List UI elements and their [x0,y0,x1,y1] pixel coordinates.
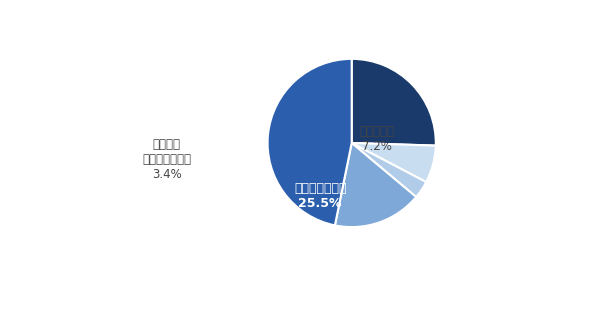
Text: あまり
高まっていない
17.1%: あまり 高まっていない 17.1% [191,216,240,259]
Wedge shape [352,143,436,182]
Wedge shape [352,143,426,197]
Wedge shape [267,59,352,225]
Text: 分からない
7.2%: 分からない 7.2% [359,125,394,153]
Wedge shape [352,59,436,146]
Text: まったく
高まっていない
3.4%: まったく 高まっていない 3.4% [142,138,191,181]
Text: とても高まった
25.5%: とても高まった 25.5% [294,182,346,210]
Text: まあ高まった
46.8%: まあ高まった 46.8% [313,255,358,283]
Wedge shape [335,143,416,227]
